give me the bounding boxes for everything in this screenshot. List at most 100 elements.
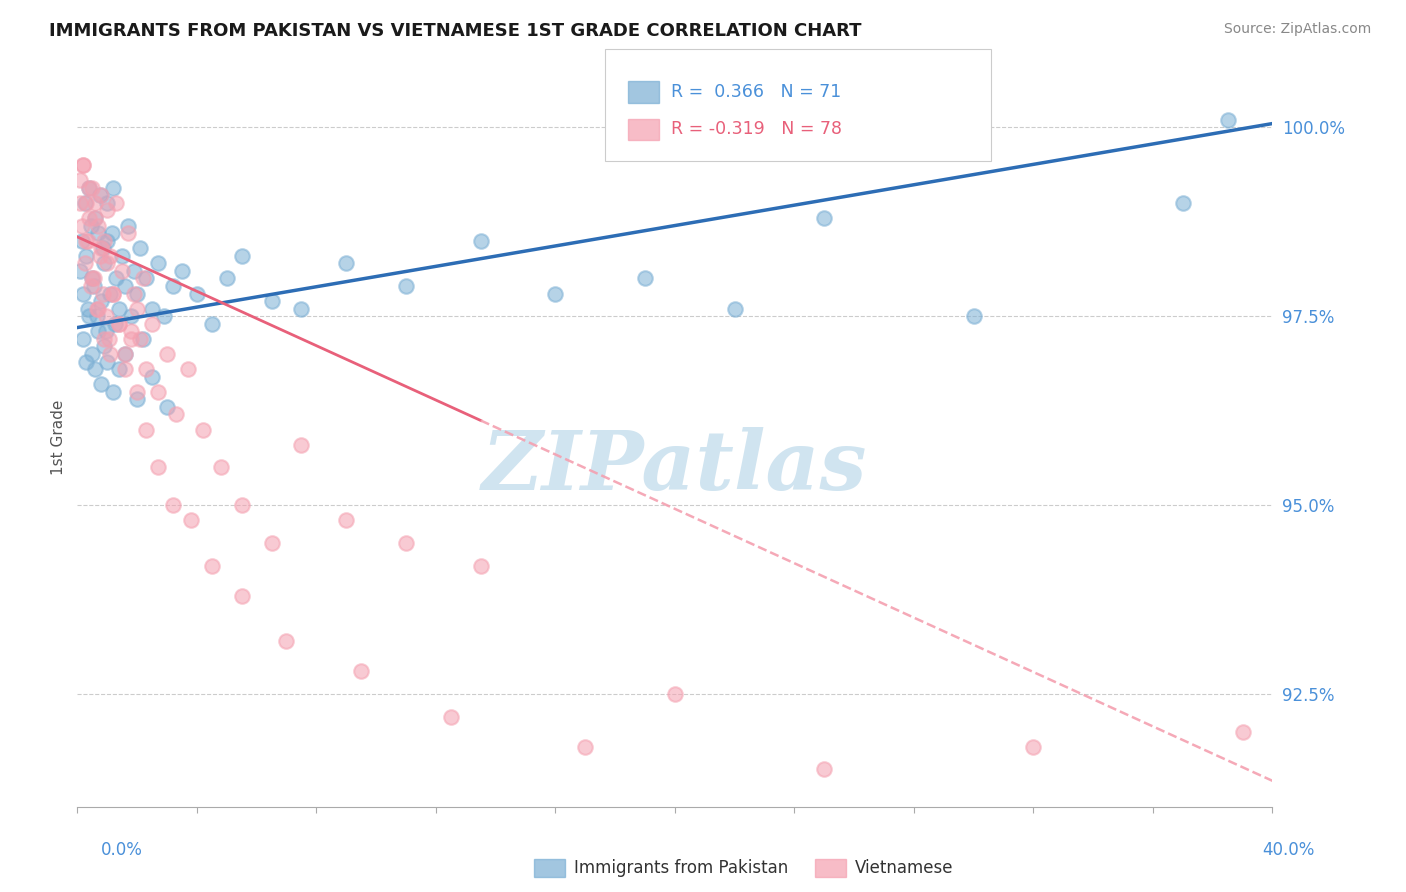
Point <box>156 347 179 361</box>
Point <box>117 219 139 233</box>
Point <box>122 286 145 301</box>
Point <box>72 158 94 172</box>
Point <box>156 400 179 414</box>
Point <box>127 392 149 407</box>
Point <box>120 324 142 338</box>
Point <box>84 211 107 225</box>
Point <box>103 286 124 301</box>
Text: IMMIGRANTS FROM PAKISTAN VS VIETNAMESE 1ST GRADE CORRELATION CHART: IMMIGRANTS FROM PAKISTAN VS VIETNAMESE 1… <box>49 22 862 40</box>
Point <box>69 195 91 210</box>
Point <box>231 498 253 512</box>
Point <box>96 256 118 270</box>
Point <box>83 271 105 285</box>
Point <box>141 301 163 316</box>
Point <box>153 309 176 323</box>
Point <box>89 188 111 202</box>
Point <box>186 286 208 301</box>
Point <box>93 234 115 248</box>
Point <box>90 188 112 202</box>
Point <box>127 301 149 316</box>
Point <box>87 324 110 338</box>
Point <box>177 362 200 376</box>
Point <box>69 173 91 187</box>
Point <box>105 195 128 210</box>
Point <box>162 498 184 512</box>
Text: Immigrants from Pakistan: Immigrants from Pakistan <box>574 859 787 877</box>
Point <box>94 309 117 323</box>
Point <box>98 347 121 361</box>
Point <box>165 408 187 422</box>
Y-axis label: 1st Grade: 1st Grade <box>51 400 66 475</box>
Point <box>209 460 232 475</box>
Point <box>127 384 149 399</box>
Point <box>103 181 124 195</box>
Point <box>96 234 118 248</box>
Point <box>75 354 97 368</box>
Point <box>111 264 134 278</box>
Point <box>111 249 134 263</box>
Point <box>82 181 104 195</box>
Point <box>73 256 96 270</box>
Point <box>108 317 131 331</box>
Point <box>574 739 596 754</box>
Point <box>440 709 463 723</box>
Point <box>73 195 96 210</box>
Point <box>98 286 121 301</box>
Point <box>79 211 101 225</box>
Point <box>135 271 157 285</box>
Point <box>93 256 115 270</box>
Point <box>1216 112 1239 127</box>
Point <box>72 332 94 346</box>
Point <box>470 234 492 248</box>
Point <box>76 301 98 316</box>
Point <box>94 324 117 338</box>
Point <box>135 362 157 376</box>
Point <box>963 309 986 323</box>
Point <box>170 264 193 278</box>
Point <box>813 211 835 225</box>
Point <box>215 271 238 285</box>
Point <box>1022 739 1045 754</box>
Point <box>96 354 118 368</box>
Point <box>724 301 747 316</box>
Point <box>162 279 184 293</box>
Point <box>201 317 224 331</box>
Point <box>664 687 686 701</box>
Point <box>127 286 149 301</box>
Point <box>114 347 136 361</box>
Point <box>70 234 93 248</box>
Point <box>103 286 124 301</box>
Point <box>114 279 136 293</box>
Point <box>129 241 152 255</box>
Point <box>90 241 112 255</box>
Point <box>180 513 202 527</box>
Point <box>1171 195 1194 210</box>
Point <box>80 219 103 233</box>
Point <box>87 226 110 240</box>
Point <box>146 384 169 399</box>
Point <box>76 234 98 248</box>
Point <box>100 226 122 240</box>
Point <box>84 362 107 376</box>
Point <box>75 234 97 248</box>
Point <box>105 271 128 285</box>
Point <box>87 219 110 233</box>
Point <box>79 181 101 195</box>
Point <box>84 195 107 210</box>
Point <box>72 158 94 172</box>
Text: R = -0.319   N = 78: R = -0.319 N = 78 <box>671 120 842 138</box>
Point <box>146 256 169 270</box>
Text: 40.0%: 40.0% <box>1263 840 1315 858</box>
Point <box>634 271 657 285</box>
Point <box>104 317 127 331</box>
Point <box>108 362 131 376</box>
Point <box>75 249 97 263</box>
Point <box>90 294 112 309</box>
Point <box>201 558 224 573</box>
Point <box>93 339 115 353</box>
Point <box>75 195 97 210</box>
Point <box>82 347 104 361</box>
Point <box>79 181 101 195</box>
Point <box>114 362 136 376</box>
Point <box>87 301 110 316</box>
